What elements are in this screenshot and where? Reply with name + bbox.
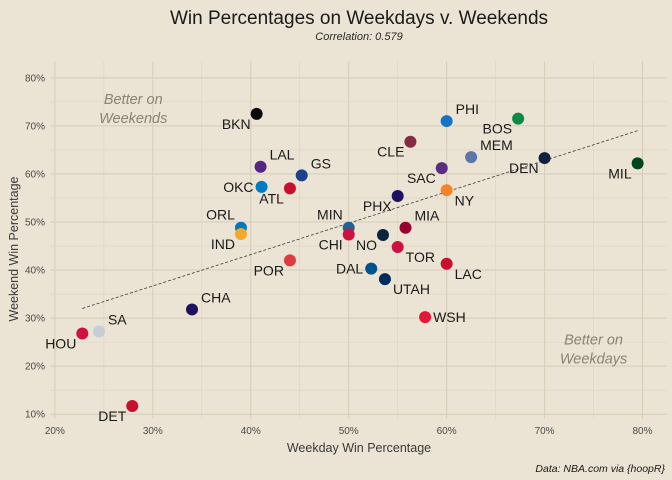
label-sac: SAC (407, 170, 436, 186)
label-ind: IND (211, 236, 235, 252)
point-sac (435, 162, 448, 175)
point-mia (399, 221, 412, 234)
point-ind (234, 227, 247, 240)
label-phi: PHI (456, 101, 479, 117)
point-tor (391, 240, 404, 253)
chart-caption: Data: NBA.com via {hoopR} (535, 463, 665, 475)
label-mia: MIA (415, 208, 441, 224)
label-por: POR (254, 262, 284, 278)
y-tick-label: 60% (25, 169, 45, 180)
point-det (126, 400, 139, 413)
y-tick-label: 50% (25, 217, 45, 228)
x-tick-label: 50% (339, 426, 359, 437)
trend-line (82, 130, 638, 309)
label-mil: MIL (608, 165, 632, 181)
chart-title: Win Percentages on Weekdays v. Weekends (170, 8, 548, 29)
label-utah: UTAH (393, 281, 430, 297)
point-mem (465, 151, 478, 164)
y-tick-label: 30% (25, 314, 45, 325)
point-wsh (419, 311, 432, 324)
x-axis-ticks: 20% 30% 40% 50% 60% 70% 80% (45, 426, 653, 437)
annotations: Better on Weekends Better on Weekdays (99, 92, 627, 367)
x-tick-label: 30% (143, 426, 163, 437)
label-lac: LAC (455, 266, 482, 282)
label-wsh: WSH (433, 309, 466, 325)
grid-lines (50, 61, 667, 419)
point-hou (76, 327, 89, 340)
label-tor: TOR (406, 249, 435, 265)
point-dal (365, 262, 378, 275)
label-den: DEN (509, 160, 539, 176)
label-cle: CLE (377, 144, 404, 160)
chart-subtitle: Correlation: 0.579 (315, 31, 402, 43)
label-bkn: BKN (222, 116, 251, 132)
point-lac (440, 257, 453, 270)
label-chi: CHI (319, 236, 343, 252)
label-okc: OKC (223, 179, 253, 195)
point-utah (378, 273, 391, 286)
label-bos: BOS (483, 121, 513, 137)
point-cha (186, 303, 199, 316)
point-atl (283, 182, 296, 195)
point-lal (254, 160, 267, 173)
point-phi (440, 115, 453, 128)
data-points (76, 107, 644, 413)
point-mil (631, 157, 644, 170)
x-axis-title: Weekday Win Percentage (287, 441, 431, 455)
label-atl: ATL (259, 190, 284, 206)
annotation: Better on Weekends (99, 92, 167, 127)
y-axis-title: Weekend Win Percentage (7, 176, 21, 321)
point-bos (512, 112, 525, 125)
point-por (283, 254, 296, 267)
annotation: Better on Weekdays (560, 333, 627, 368)
y-tick-label: 70% (25, 121, 45, 132)
label-gs: GS (311, 155, 331, 171)
y-tick-label: 40% (25, 266, 45, 277)
point-chi (342, 228, 355, 241)
y-tick-label: 80% (25, 73, 45, 84)
point-cle (404, 135, 417, 148)
y-axis-ticks: 10% 20% 30% 40% 50% 60% 70% 80% (25, 73, 45, 420)
point-bkn (250, 107, 263, 120)
x-tick-label: 70% (535, 426, 555, 437)
x-tick-label: 20% (45, 426, 65, 437)
label-orl: ORL (206, 207, 235, 223)
y-tick-label: 10% (25, 410, 45, 421)
point-ny (440, 184, 453, 197)
point-gs (295, 169, 308, 182)
label-phx: PHX (363, 198, 392, 214)
point-den (538, 152, 551, 165)
x-tick-label: 80% (633, 426, 653, 437)
point-phx (391, 190, 404, 203)
label-min: MIN (317, 207, 343, 223)
x-tick-label: 40% (241, 426, 261, 437)
label-dal: DAL (336, 261, 363, 277)
label-mem: MEM (480, 137, 513, 153)
point-no (376, 228, 389, 241)
point-sa (92, 325, 105, 338)
label-no: NO (356, 237, 377, 253)
label-det: DET (98, 408, 126, 424)
label-lal: LAL (270, 147, 295, 163)
label-hou: HOU (45, 335, 76, 351)
label-ny: NY (455, 192, 475, 208)
x-tick-label: 60% (437, 426, 457, 437)
point-okc (255, 180, 268, 193)
label-cha: CHA (201, 289, 231, 305)
label-sa: SA (108, 312, 127, 328)
y-tick-label: 20% (25, 362, 45, 373)
